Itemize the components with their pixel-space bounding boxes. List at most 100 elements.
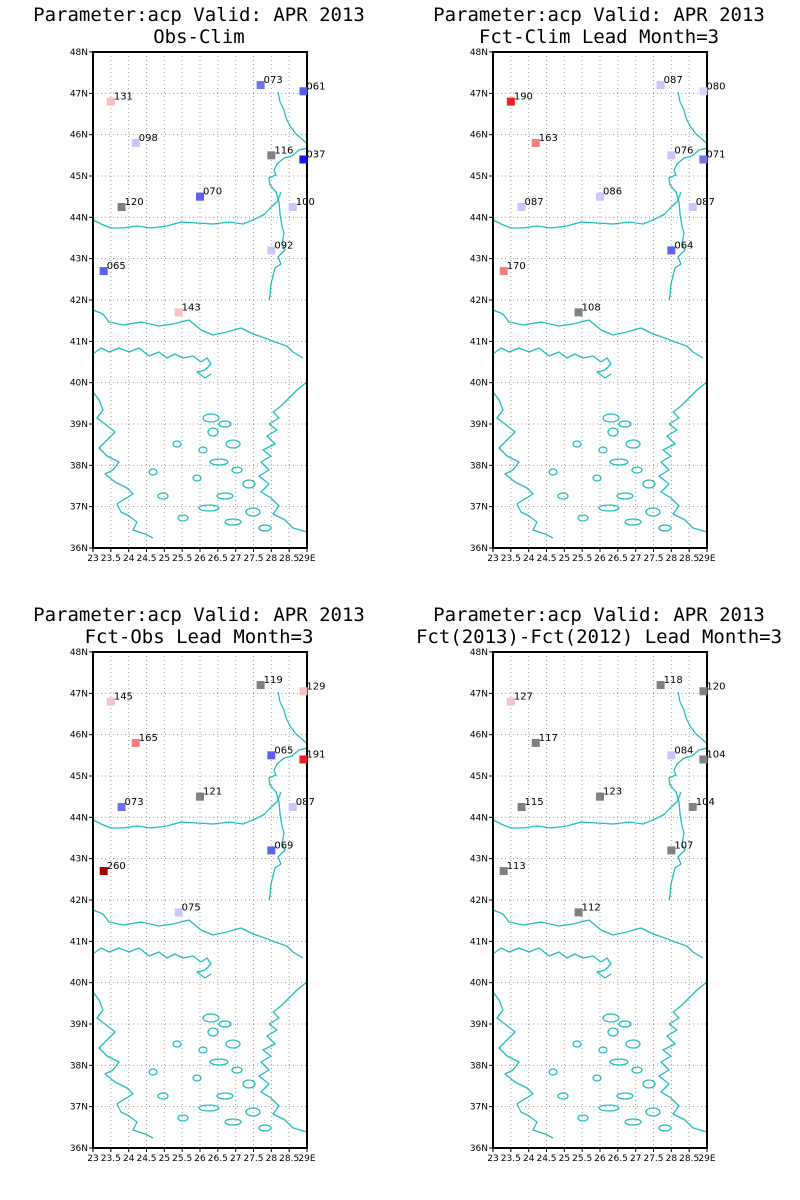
station-marker — [517, 803, 526, 811]
lon-tick-label: 26.5 — [208, 1154, 228, 1164]
island-outline — [642, 1079, 656, 1089]
lat-tick-label: 37N — [470, 1103, 488, 1113]
coastline-path — [492, 309, 704, 359]
coastline-path — [492, 791, 682, 829]
lon-tick-label: 24 — [123, 1154, 135, 1164]
station-label: 076 — [674, 145, 693, 156]
station-marker — [506, 697, 515, 706]
island-outline — [207, 427, 219, 437]
island-outline — [148, 468, 158, 476]
station-label: 112 — [582, 902, 601, 913]
coastlines — [492, 91, 708, 539]
lon-tick-label: 28.5 — [279, 554, 299, 564]
lon-tick-label: 29E — [298, 554, 315, 564]
lat-tick-label: 38N — [470, 461, 488, 471]
panel-title-line1: Parameter:acp Valid: APR 2013 — [433, 4, 765, 26]
lat-tick-label: 38N — [470, 1061, 488, 1071]
coastlines — [492, 691, 708, 1139]
station-label: 087 — [525, 197, 544, 208]
station-marker — [656, 81, 665, 90]
lon-tick-label: 28 — [666, 554, 678, 564]
lon-tick-label: 27 — [630, 1154, 641, 1164]
lat-tick-label: 45N — [470, 772, 488, 782]
lon-tick-label: 27.5 — [243, 554, 263, 564]
coastline-path — [492, 347, 612, 379]
station-marker — [299, 87, 308, 96]
station-label: 163 — [539, 133, 558, 144]
station-marker — [299, 687, 308, 696]
lon-tick-label: 26.5 — [608, 1154, 628, 1164]
lon-tick-label: 23.5 — [101, 554, 121, 564]
station-marker — [699, 87, 708, 96]
station-label: 061 — [306, 81, 325, 92]
island-outline — [658, 1124, 672, 1132]
panel-title-line1: Parameter:acp Valid: APR 2013 — [33, 4, 365, 26]
coastline-path — [492, 909, 704, 959]
coastline-path — [492, 391, 554, 539]
station-marker — [117, 803, 126, 811]
map-gridlines — [93, 52, 307, 548]
station-label: 121 — [203, 787, 222, 798]
station-label: 145 — [114, 692, 133, 703]
lon-tick-label: 25.5 — [172, 1154, 192, 1164]
station-marker — [267, 151, 276, 160]
station-marker — [267, 751, 276, 760]
island-outline — [557, 492, 569, 500]
lon-tick-label: 28.5 — [679, 1154, 699, 1164]
lon-tick-label: 27.5 — [643, 1154, 663, 1164]
lat-tick-label: 42N — [470, 896, 488, 906]
lon-tick-label: 25 — [559, 554, 570, 564]
lat-tick-label: 46N — [470, 731, 488, 741]
lon-tick-label: 25.5 — [172, 554, 192, 564]
lon-tick-label: 27 — [630, 554, 641, 564]
station-marker — [196, 792, 204, 801]
island-outline — [618, 420, 632, 428]
island-outline — [245, 507, 261, 517]
lat-tick-label: 44N — [70, 213, 88, 223]
station-marker — [688, 803, 697, 811]
coastline-path — [258, 981, 308, 1133]
island-outline — [202, 1013, 220, 1023]
coastline-path — [658, 981, 708, 1133]
station-label: 087 — [664, 75, 683, 86]
station-label: 165 — [139, 733, 158, 744]
coastline-path — [258, 381, 308, 533]
station-marker — [656, 681, 665, 690]
coastline-path — [492, 947, 612, 979]
station-label: 129 — [306, 681, 325, 692]
island-outline — [231, 466, 243, 474]
island-outline — [658, 524, 672, 532]
station-marker — [299, 755, 308, 764]
lat-tick-label: 41N — [70, 337, 88, 347]
lon-tick-label: 23.5 — [501, 554, 521, 564]
lon-tick-label: 23.5 — [501, 1154, 521, 1164]
coastline-path — [268, 747, 308, 901]
island-outline — [625, 439, 641, 449]
island-outline — [625, 1039, 641, 1049]
lat-tick-label: 41N — [470, 937, 488, 947]
island-outline — [577, 1114, 589, 1122]
lat-tick-label: 37N — [70, 503, 88, 513]
lat-tick-label: 46N — [70, 731, 88, 741]
lon-tick-label: 28.5 — [279, 1154, 299, 1164]
island-outline — [548, 468, 558, 476]
lon-tick-label: 27 — [230, 1154, 241, 1164]
coastline-path — [492, 991, 554, 1139]
coastline-path — [277, 91, 308, 145]
island-outline — [242, 1079, 256, 1089]
station-marker — [667, 151, 676, 160]
island-outline — [548, 1068, 558, 1076]
coastline-path — [92, 391, 154, 539]
station-label: 143 — [182, 302, 201, 313]
lon-tick-label: 24.5 — [536, 554, 556, 564]
coastline-path — [92, 909, 304, 959]
station-marker — [267, 246, 276, 255]
station-marker — [499, 867, 508, 876]
lon-tick-label: 25.5 — [572, 554, 592, 564]
island-outline — [616, 492, 634, 500]
station-marker — [99, 867, 108, 876]
coastline-path — [658, 381, 708, 533]
lat-tick-label: 48N — [70, 648, 88, 658]
lat-tick-label: 37N — [470, 503, 488, 513]
